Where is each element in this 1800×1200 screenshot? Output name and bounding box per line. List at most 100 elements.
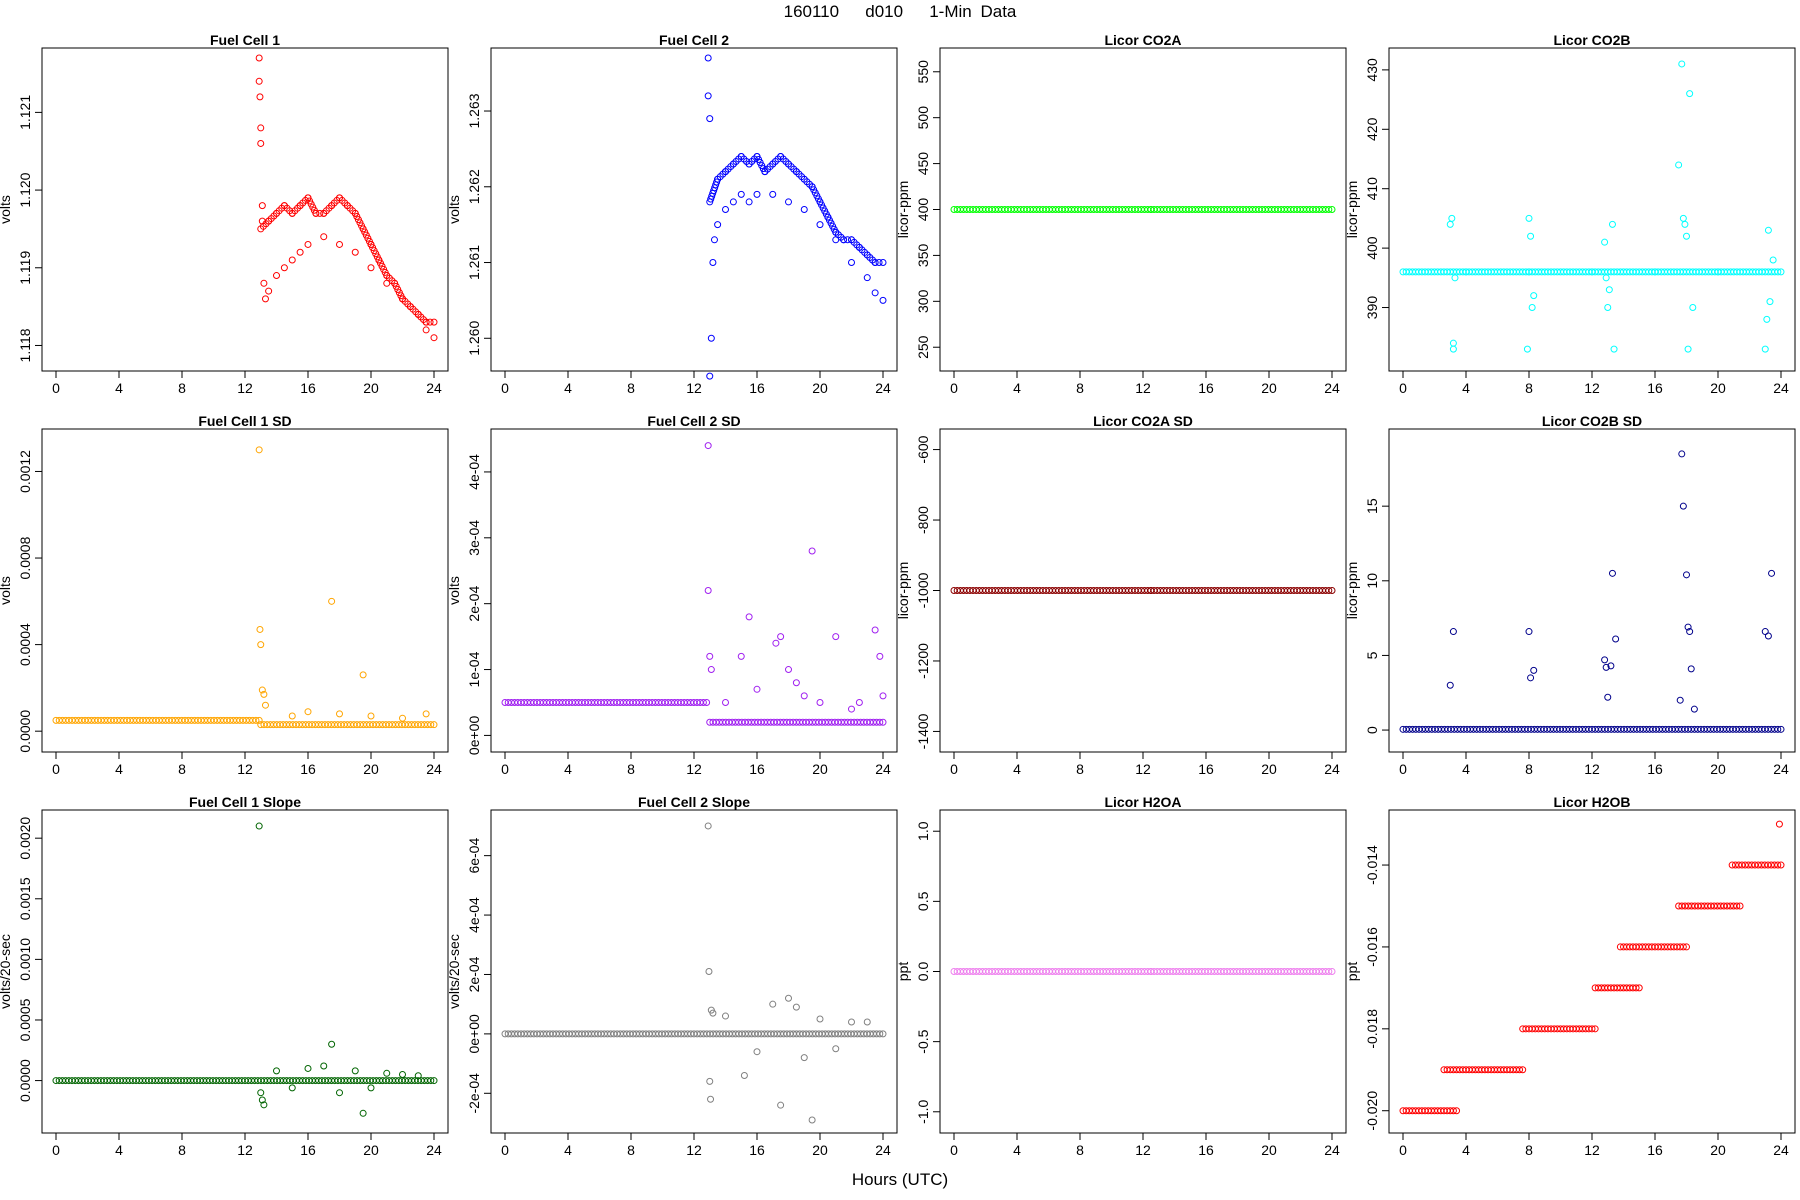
data-point xyxy=(709,1009,717,1017)
x-tick-label: 20 xyxy=(363,380,379,396)
data-point xyxy=(399,1071,406,1079)
y-tick-label: 0.0 xyxy=(915,962,931,982)
outlier-points xyxy=(704,54,887,380)
data-point xyxy=(430,1077,438,1085)
data-point xyxy=(1446,220,1454,228)
y-tick-label: 350 xyxy=(915,244,931,268)
y-tick-label: 1e-04 xyxy=(466,651,482,687)
x-tick-label: 16 xyxy=(1198,380,1214,396)
data-point xyxy=(1675,161,1683,169)
data-point xyxy=(257,124,265,132)
x-tick-label: 20 xyxy=(1261,1142,1277,1158)
data-point xyxy=(832,1045,840,1053)
y-tick-label: 390 xyxy=(1364,296,1380,320)
y-tick-label: 1.262 xyxy=(466,169,482,204)
data-point xyxy=(1679,502,1687,510)
data-series xyxy=(1399,268,1785,276)
panel-title: Licor CO2B xyxy=(1553,32,1630,48)
x-tick-label: 20 xyxy=(812,1142,828,1158)
data-point xyxy=(304,240,312,248)
x-tick-label: 4 xyxy=(115,761,123,777)
x-tick-label: 0 xyxy=(52,380,60,396)
x-tick-label: 12 xyxy=(1584,1142,1600,1158)
data-point xyxy=(785,198,792,206)
data-point xyxy=(706,1077,714,1085)
x-tick-label: 0 xyxy=(1399,1142,1407,1158)
y-tick-label: 0.0012 xyxy=(17,450,33,493)
data-point xyxy=(252,716,260,724)
panel-h2ob: Licor H2OB ppt 0 4 8 12 16 20 24 -0.020 -0.018 -0.0… xyxy=(1344,794,1796,1158)
data-point xyxy=(785,994,792,1002)
y-tick-label: 0.5 xyxy=(915,891,931,911)
data-point xyxy=(261,295,269,303)
data-point xyxy=(430,721,438,729)
x-tick-label: 16 xyxy=(1647,1142,1663,1158)
data-point xyxy=(1588,1025,1596,1033)
data-point xyxy=(706,115,714,123)
x-tick-label: 4 xyxy=(564,380,572,396)
data-point xyxy=(1325,968,1333,975)
x-tick-label: 20 xyxy=(363,1142,379,1158)
y-tick-label: 300 xyxy=(915,289,931,313)
x-tick-label: 12 xyxy=(1135,1142,1151,1158)
data-point xyxy=(879,259,887,267)
plot-frame xyxy=(939,428,1347,753)
data-point xyxy=(729,198,737,206)
x-tick-label: 0 xyxy=(52,761,60,777)
data-point xyxy=(706,372,714,380)
x-tick-label: 8 xyxy=(627,761,635,777)
data-point xyxy=(753,685,761,693)
data-series xyxy=(1675,902,1744,910)
data-series xyxy=(1591,984,1643,992)
x-tick-label: 16 xyxy=(1647,380,1663,396)
data-point xyxy=(383,1069,391,1077)
y-tick-label: 0.0015 xyxy=(17,877,33,920)
panel-title: Fuel Cell 2 xyxy=(659,32,729,48)
y-tick-label: -1000 xyxy=(915,572,931,608)
data-point xyxy=(800,1054,808,1062)
data-point xyxy=(427,1077,435,1085)
data-point xyxy=(1690,705,1698,713)
data-series xyxy=(501,1030,887,1038)
data-point xyxy=(722,698,729,706)
data-point xyxy=(816,221,824,229)
y-tick-label: 6e-04 xyxy=(466,838,482,874)
plot-frame xyxy=(490,809,898,1134)
data-series xyxy=(52,716,263,724)
data-point xyxy=(753,1048,761,1056)
data-point xyxy=(255,77,263,85)
x-tick-label: 0 xyxy=(1399,380,1407,396)
data-series xyxy=(1399,725,1785,733)
data-point xyxy=(871,289,879,297)
x-tick-label: 24 xyxy=(1773,761,1789,777)
data-point xyxy=(1767,861,1775,869)
data-point xyxy=(879,718,887,726)
x-tick-label: 24 xyxy=(1324,761,1340,777)
x-tick-label: 16 xyxy=(300,1142,316,1158)
data-point xyxy=(1610,345,1618,353)
data-point xyxy=(1676,696,1684,704)
data-point xyxy=(1684,345,1692,353)
x-tick-label: 0 xyxy=(950,380,958,396)
x-tick-label: 12 xyxy=(1584,761,1600,777)
data-point xyxy=(753,190,761,198)
y-axis-label: licor-ppm xyxy=(1344,181,1360,239)
data-point xyxy=(1527,674,1535,682)
panel-h2oa: Licor H2OA ppt 0 4 8 12 16 20 24 -1.0 -0.5 0.0 0.5 1.… xyxy=(895,794,1347,1158)
data-point xyxy=(832,236,840,244)
data-point xyxy=(367,264,375,272)
data-point xyxy=(1451,274,1459,282)
x-tick-label: 8 xyxy=(1076,1142,1084,1158)
x-tick-label: 24 xyxy=(426,380,442,396)
data-point xyxy=(255,822,263,830)
y-axis-label: volts xyxy=(446,576,462,605)
x-tick-label: 8 xyxy=(1525,1142,1533,1158)
data-point xyxy=(328,597,336,605)
data-point xyxy=(1686,90,1694,98)
data-point xyxy=(1683,232,1690,240)
data-point xyxy=(1684,623,1692,631)
data-point xyxy=(1741,861,1749,869)
x-tick-label: 8 xyxy=(1525,380,1533,396)
x-tick-label: 0 xyxy=(501,1142,509,1158)
